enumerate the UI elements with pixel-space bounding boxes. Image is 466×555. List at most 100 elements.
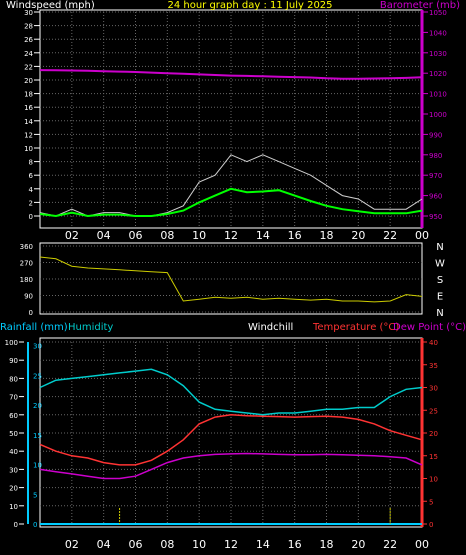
humidity-tick-label: 80 (9, 375, 18, 383)
hour-tick-label: 12 (224, 229, 238, 242)
barometer-tick-label: 1050 (429, 9, 447, 17)
hour-tick-label: 20 (351, 229, 365, 242)
temperature-tick-label: 10 (429, 476, 438, 484)
rainfall-tick-label: 30 (33, 343, 42, 351)
legend-windchill: Windchill (248, 322, 293, 333)
rainfall-axis: 0 5 10 15 20 25 30 (27, 342, 42, 529)
hour-tick-label: 08 (160, 538, 174, 551)
rainfall-tick-label: 10 (33, 462, 42, 470)
hour-tick-label: 12 (224, 538, 238, 551)
rainfall-tick-label: 20 (33, 402, 42, 410)
windspeed-tick-label: 16 (24, 104, 33, 112)
hour-tick-label: 20 (351, 538, 365, 551)
barometer-axis-label: Barometer (mb) (380, 0, 460, 11)
windspeed-tick-label: 12 (24, 131, 33, 139)
windspeed-tick-label: 22 (24, 63, 33, 71)
hour-tick-label: 18 (320, 229, 334, 242)
windspeed-tick-label: 6 (29, 172, 34, 180)
humidity-tick-label: 70 (9, 394, 18, 402)
dew-point-line (39, 452, 423, 480)
humidity-tick-label: 90 (9, 357, 18, 365)
windspeed-tick-label: 14 (24, 118, 33, 126)
gust-line (39, 154, 423, 217)
direction-tick-label: 360 (20, 243, 33, 251)
legend-humidity: Humidity (68, 322, 113, 333)
humidity-tick-label: 100 (5, 339, 18, 347)
barometer-line (39, 69, 423, 80)
humidity-axis: 0 10 20 30 40 50 60 70 80 90 100 (5, 339, 24, 529)
barometer-tick-label: 1030 (429, 50, 447, 58)
wind-direction-line (39, 256, 423, 303)
compass-label: N (436, 242, 443, 253)
temperature-tick-label: 30 (429, 385, 438, 393)
barometer-tick-label: 1010 (429, 91, 447, 99)
temperature-tick-label: 35 (429, 362, 438, 370)
wind-time-axis: 02 04 06 08 10 12 14 16 18 20 22 00 (65, 229, 429, 242)
windspeed-tick-label: 24 (24, 50, 33, 58)
rainfall-tick-label: 25 (33, 372, 42, 380)
temperature-tick-label: 15 (429, 453, 438, 461)
direction-tick-label: 90 (24, 293, 33, 301)
compass-label: S (437, 275, 443, 286)
hour-tick-label: 04 (97, 538, 111, 551)
hour-tick-label: 06 (129, 229, 143, 242)
hour-tick-label: 02 (65, 538, 79, 551)
hour-tick-label: 14 (256, 538, 270, 551)
windspeed-axis-label: Windspeed (mph) (6, 0, 95, 11)
hour-tick-label: 14 (256, 229, 270, 242)
direction-tick-label: 0 (29, 309, 33, 317)
hour-tick-label: 08 (160, 229, 174, 242)
temperature-tick-label: 40 (429, 339, 438, 347)
temp-humidity-panel: 0 10 20 30 40 50 60 70 80 90 100 0 5 10 15 20 25 30 0 5 10… (0, 322, 466, 551)
direction-tick-label: 180 (20, 276, 33, 284)
rainfall-tick-label: 0 (33, 521, 37, 529)
windspeed-tick-label: 4 (29, 186, 34, 194)
rainfall-tick-label: 15 (33, 432, 42, 440)
direction-tick-label: 270 (20, 260, 33, 268)
hour-tick-label: 04 (97, 229, 111, 242)
windspeed-tick-label: 28 (24, 23, 33, 31)
windspeed-line (39, 187, 423, 218)
windspeed-tick-label: 30 (24, 9, 33, 17)
hour-tick-label: 00 (415, 538, 429, 551)
rainfall-tick-label: 5 (33, 491, 37, 499)
barometer-tick-label: 1020 (429, 70, 447, 78)
humidity-tick-label: 30 (9, 466, 18, 474)
hour-tick-label: 10 (192, 538, 206, 551)
hour-tick-label: 10 (192, 229, 206, 242)
hour-tick-label: 00 (415, 229, 429, 242)
humidity-tick-label: 10 (9, 503, 18, 511)
windspeed-tick-label: 2 (29, 199, 33, 207)
temperature-tick-label: 0 (429, 521, 433, 529)
windspeed-tick-label: 10 (24, 145, 33, 153)
temperature-line (39, 414, 423, 466)
temperature-axis: 0 5 10 15 20 25 30 35 40 (420, 338, 438, 529)
hour-tick-label: 02 (65, 229, 79, 242)
temp-series (39, 368, 423, 525)
temperature-tick-label: 5 (429, 498, 433, 506)
direction-grid (40, 245, 422, 313)
barometer-tick-label: 1000 (429, 111, 447, 119)
humidity-tick-label: 50 (9, 430, 18, 438)
hour-tick-label: 18 (320, 538, 334, 551)
barometer-tick-label: 950 (429, 213, 442, 221)
legend-temperature: Temperature (°C) (312, 322, 399, 333)
hour-tick-label: 22 (383, 229, 397, 242)
hour-tick-label: 16 (288, 229, 302, 242)
chart-title: 24 hour graph day : 11 July 2025 (167, 0, 332, 11)
windspeed-tick-label: 26 (24, 36, 33, 44)
windspeed-tick-label: 0 (29, 213, 33, 221)
hour-tick-label: 22 (383, 538, 397, 551)
windspeed-tick-label: 20 (24, 77, 33, 85)
humidity-line (39, 368, 423, 416)
temperature-tick-label: 25 (429, 407, 438, 415)
compass-label: N (436, 308, 443, 319)
humidity-tick-label: 60 (9, 412, 18, 420)
barometer-tick-label: 960 (429, 193, 442, 201)
direction-series (39, 256, 423, 303)
